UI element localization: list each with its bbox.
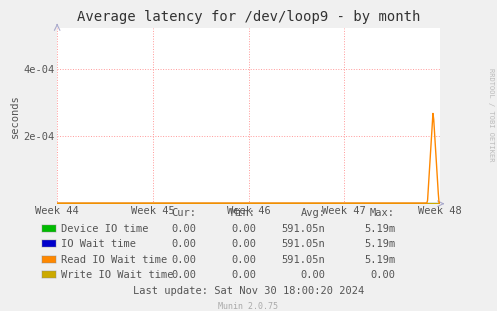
Text: 0.00: 0.00 — [231, 270, 256, 280]
Title: Average latency for /dev/loop9 - by month: Average latency for /dev/loop9 - by mont… — [77, 10, 420, 24]
Text: Write IO Wait time: Write IO Wait time — [61, 270, 173, 280]
Text: Max:: Max: — [370, 208, 395, 218]
Y-axis label: seconds: seconds — [10, 94, 20, 138]
Text: 0.00: 0.00 — [171, 239, 196, 249]
Text: Last update: Sat Nov 30 18:00:20 2024: Last update: Sat Nov 30 18:00:20 2024 — [133, 286, 364, 296]
Text: 591.05n: 591.05n — [282, 255, 326, 265]
Text: 0.00: 0.00 — [370, 270, 395, 280]
Text: 5.19m: 5.19m — [364, 224, 395, 234]
Text: 0.00: 0.00 — [301, 270, 326, 280]
Text: Read IO Wait time: Read IO Wait time — [61, 255, 167, 265]
Text: Avg:: Avg: — [301, 208, 326, 218]
Text: 0.00: 0.00 — [171, 270, 196, 280]
Text: 5.19m: 5.19m — [364, 255, 395, 265]
Text: 0.00: 0.00 — [171, 255, 196, 265]
Text: 0.00: 0.00 — [231, 255, 256, 265]
Text: Min:: Min: — [231, 208, 256, 218]
Text: IO Wait time: IO Wait time — [61, 239, 136, 249]
Text: Device IO time: Device IO time — [61, 224, 148, 234]
Text: 0.00: 0.00 — [171, 224, 196, 234]
Text: 0.00: 0.00 — [231, 224, 256, 234]
Text: RRDTOOL / TOBI OETIKER: RRDTOOL / TOBI OETIKER — [488, 68, 494, 162]
Text: Cur:: Cur: — [171, 208, 196, 218]
Text: 5.19m: 5.19m — [364, 239, 395, 249]
Text: Munin 2.0.75: Munin 2.0.75 — [219, 302, 278, 311]
Text: 591.05n: 591.05n — [282, 224, 326, 234]
Text: 0.00: 0.00 — [231, 239, 256, 249]
Text: 591.05n: 591.05n — [282, 239, 326, 249]
